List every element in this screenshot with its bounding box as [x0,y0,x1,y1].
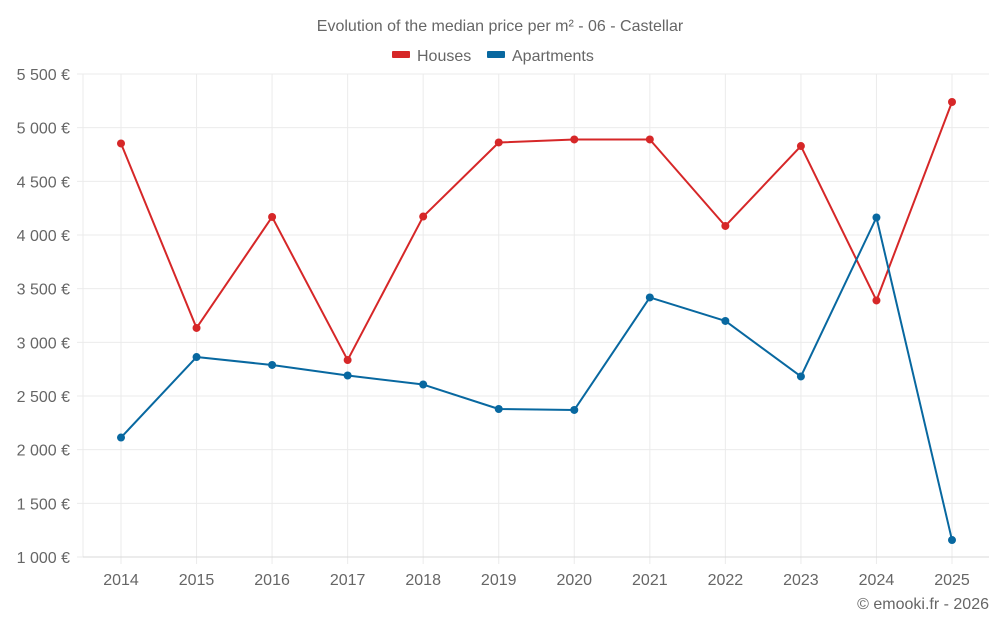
y-tick-label: 4 000 € [17,228,70,245]
data-point-houses-2024[interactable] [872,296,881,305]
data-point-apartments-2024[interactable] [872,213,881,222]
data-point-houses-2017[interactable] [343,356,352,365]
y-tick-label: 1 500 € [17,496,70,513]
legend-swatch-apartments [487,51,505,58]
y-tick-label: 2 000 € [17,443,70,460]
data-point-houses-2020[interactable] [570,135,579,144]
data-point-houses-2025[interactable] [948,98,956,107]
data-point-apartments-2023[interactable] [796,372,805,381]
data-point-houses-2019[interactable] [494,138,503,147]
y-tick-label: 5 000 € [17,121,70,138]
data-point-apartments-2018[interactable] [419,380,428,389]
x-axis-ticks: 2014 2015 2016 2017 2018 2019 2020 2021 2022 2023… [103,572,970,589]
x-tick-label: 2015 [179,572,215,589]
data-point-apartments-2019[interactable] [494,404,503,413]
credit-text: © emooki.fr - 2026 [857,596,989,613]
x-tick-label: 2022 [708,572,744,589]
legend-swatch-houses [392,51,410,58]
x-tick-label: 2017 [330,572,366,589]
x-tick-label: 2014 [103,572,139,589]
x-tick-label: 2020 [556,572,592,589]
series-layer [117,98,956,545]
y-tick-label: 2 500 € [17,389,70,406]
y-axis-ticks: 1 000 € 1 500 € 2 000 € 2 500 € 3 000 € 3 500… [17,67,70,567]
y-gridlines [77,73,989,558]
data-point-houses-2022[interactable] [721,221,730,230]
x-gridlines [82,74,953,564]
data-point-houses-2015[interactable] [192,323,201,332]
y-tick-label: 4 500 € [17,174,70,191]
series-line-houses [120,101,953,362]
x-tick-label: 2016 [254,572,290,589]
data-point-houses-2014[interactable] [117,139,125,148]
data-point-apartments-2025[interactable] [948,536,956,545]
chart-title: Evolution of the median price per m² - 0… [317,18,684,35]
data-point-apartments-2021[interactable] [645,293,654,302]
legend-label-apartments[interactable]: Apartments [512,48,594,65]
legend-label-houses[interactable]: Houses [417,48,471,65]
series-apartments [117,213,956,545]
data-point-houses-2016[interactable] [268,212,277,221]
data-point-apartments-2015[interactable] [192,353,201,362]
series-houses [117,98,956,365]
y-tick-label: 3 500 € [17,282,70,299]
data-point-apartments-2022[interactable] [721,316,730,325]
data-point-houses-2023[interactable] [796,142,805,151]
y-tick-label: 3 000 € [17,335,70,352]
x-tick-label: 2021 [632,572,668,589]
data-point-apartments-2020[interactable] [570,405,579,414]
data-point-houses-2021[interactable] [645,135,654,144]
series-line-apartments [120,216,953,541]
x-tick-label: 2023 [783,572,819,589]
data-point-apartments-2017[interactable] [343,371,352,380]
y-tick-label: 5 500 € [17,67,70,84]
data-point-apartments-2014[interactable] [117,433,125,442]
x-tick-label: 2024 [859,572,895,589]
y-tick-label: 1 000 € [17,550,70,567]
x-tick-label: 2018 [405,572,441,589]
data-point-apartments-2016[interactable] [268,360,277,369]
x-tick-label: 2025 [934,572,970,589]
legend: Houses Apartments [392,48,594,65]
data-point-houses-2018[interactable] [419,212,428,221]
x-tick-label: 2019 [481,572,517,589]
